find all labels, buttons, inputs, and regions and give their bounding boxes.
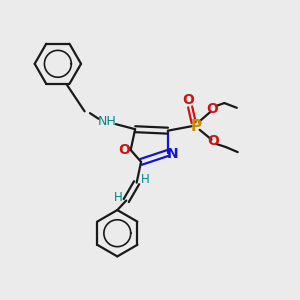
Text: H: H: [141, 173, 149, 186]
Text: O: O: [206, 102, 218, 116]
Text: O: O: [183, 93, 195, 107]
Text: H: H: [113, 191, 122, 204]
Text: O: O: [207, 134, 219, 148]
Text: NH: NH: [98, 115, 116, 128]
Text: N: N: [167, 148, 178, 161]
Text: P: P: [190, 119, 202, 134]
Text: O: O: [118, 143, 130, 157]
